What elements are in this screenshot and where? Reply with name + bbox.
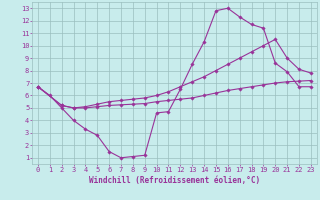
X-axis label: Windchill (Refroidissement éolien,°C): Windchill (Refroidissement éolien,°C)	[89, 176, 260, 185]
